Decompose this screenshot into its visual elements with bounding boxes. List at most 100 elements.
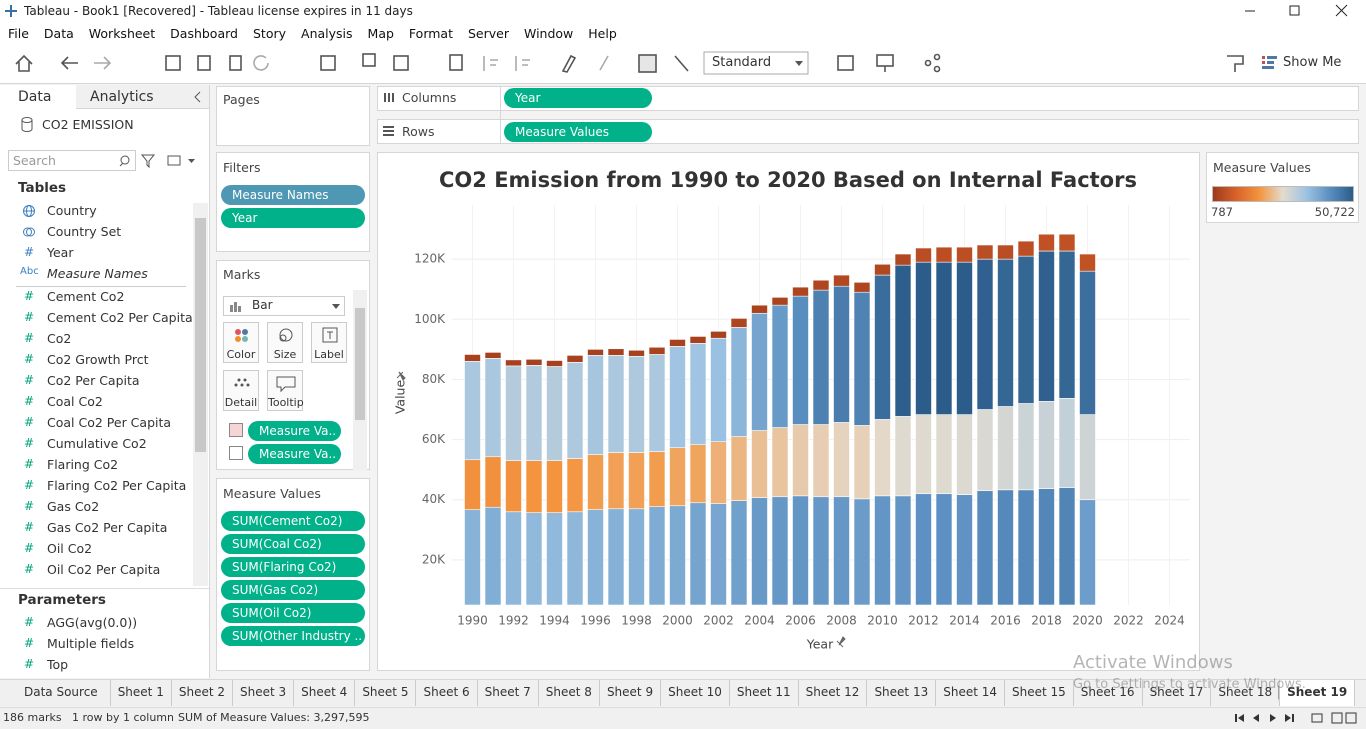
window-controls[interactable] [1236,0,1366,22]
menu-item[interactable]: Dashboard [170,26,238,41]
x-tick-label: 2018 [1031,614,1062,628]
sheet-tab[interactable]: Sheet 15 [1005,680,1074,706]
menu-item[interactable]: File [8,26,29,41]
sheet-tab-bar [0,679,1366,707]
x-tick-label: 2020 [1072,614,1103,628]
field[interactable]: Multiple fields [47,636,135,651]
field[interactable]: Flaring Co2 [47,457,119,472]
sheet-tab[interactable]: Sheet 19 [1280,680,1356,706]
mark-button[interactable]: Color [223,322,259,363]
field[interactable]: Co2 Per Capita [47,373,140,388]
sheet-tab[interactable]: Sheet 10 [661,680,730,706]
field[interactable]: Co2 Growth Prct [47,352,149,367]
menu-item[interactable]: Worksheet [88,26,156,41]
mark-button-icon [279,328,293,342]
scrollbar-thumb[interactable] [195,218,206,452]
field[interactable]: Country [47,203,97,218]
field[interactable]: Cement Co2 [47,289,125,304]
marks-pill[interactable]: Measure Va.. [248,421,341,441]
menu-item[interactable]: Analysis [301,26,353,41]
mark-type-dropdown[interactable] [223,296,345,316]
data-source-tab[interactable]: Data Source [0,680,111,706]
sheet-tab[interactable]: Sheet 18 [1211,680,1281,706]
menu-item[interactable]: Help [588,26,617,41]
field[interactable]: AGG(avg(0.0)) [47,615,138,630]
sheet-tab[interactable]: Sheet 16 [1074,680,1143,706]
sheet-tab[interactable]: Sheet 3 [233,680,295,706]
mark-button[interactable]: Tooltip [267,370,304,411]
search-tools[interactable] [118,153,198,169]
mark-button[interactable]: Detail [223,370,259,411]
sheet-tab[interactable]: Sheet 7 [478,680,539,706]
sheet-tab[interactable]: Sheet 8 [539,680,600,706]
measure-value-pill[interactable]: SUM(Flaring Co2) [221,557,365,577]
mark-button[interactable]: Label [311,322,347,363]
field[interactable]: Oil Co2 [47,541,93,556]
measure-value-pill[interactable]: SUM(Gas Co2) [221,580,365,600]
field[interactable]: Gas Co2 [47,499,100,514]
menu-item[interactable]: Server [467,26,509,41]
mark-type[interactable]: Bar [252,298,273,312]
y-tick-label: 60K [422,432,446,446]
marks-pill[interactable]: Measure Va.. [248,444,341,464]
bar-segment [771,304,789,428]
sheet-tab[interactable]: Sheet 2 [172,680,233,706]
menu-item[interactable]: Story [252,26,287,41]
measure-value-pill[interactable]: SUM(Oil Co2) [221,603,365,623]
bar-segment [525,365,543,461]
marks-pill-icon [229,446,243,460]
collapse-icon[interactable] [192,90,204,104]
sheet-tab[interactable]: Sheet 6 [416,680,478,706]
x-tick-label: 2014 [949,614,980,628]
menu-item[interactable]: Map [367,26,394,41]
x-tick-label: 2000 [662,614,693,628]
field[interactable]: Top [47,657,69,672]
field[interactable]: Cumulative Co2 [47,436,147,451]
measure-value-pill[interactable]: SUM(Other Industry .. [221,626,365,646]
field[interactable]: Country Set [47,224,122,239]
data-tab[interactable]: Data [18,89,52,105]
measure-value-pill[interactable]: SUM(Cement Co2) [221,511,365,531]
columns-pill[interactable]: Year [504,88,652,108]
field[interactable]: Co2 [47,331,72,346]
menu-item[interactable]: Window [523,26,574,41]
sheet-tab[interactable]: Sheet 17 [1143,680,1212,706]
sheet-tab[interactable]: Sheet 9 [600,680,662,706]
bar-segment [997,406,1014,491]
rows-pill[interactable]: Measure Values [504,122,652,142]
field-type: # [24,310,35,324]
field[interactable]: Year [47,245,74,260]
field[interactable]: Coal Co2 [47,394,103,409]
sheet-tab[interactable]: Sheet 12 [799,680,868,706]
mark-button[interactable]: Size [267,322,303,363]
view-mode[interactable]: Standard [712,55,772,70]
dropdown-arrow [332,304,340,309]
field[interactable]: Gas Co2 Per Capita [47,520,168,535]
filter-pill[interactable]: Year [221,208,365,228]
y-tick-label: 100K [414,312,446,326]
shelf-icons [383,93,394,136]
sheet-tab[interactable]: Sheet 13 [867,680,937,706]
menu-item[interactable]: Data [43,26,74,41]
menu-item[interactable]: Format [408,26,453,41]
sheet-tab[interactable]: Sheet 1 [111,680,172,706]
sheet-tab[interactable]: Sheet 11 [730,680,799,706]
show-me[interactable]: Show Me [1283,55,1342,70]
sheet-tab[interactable]: Sheet 4 [294,680,356,706]
nav-controls[interactable] [1232,711,1362,725]
sheet-tab[interactable]: Sheet 14 [936,680,1005,706]
filter-pill[interactable]: Measure Names [221,185,365,205]
bar-segment [546,460,563,513]
measure-value-pill[interactable]: SUM(Coal Co2) [221,534,365,554]
analytics-tab[interactable]: Analytics [90,89,154,105]
bar-segment [648,346,666,355]
field[interactable]: Cement Co2 Per Capita [47,310,193,325]
sheet-tab[interactable]: Sheet 5 [355,680,417,706]
field[interactable]: Oil Co2 Per Capita [47,562,161,577]
marks-scrollbar-thumb[interactable] [355,308,365,420]
field[interactable]: Flaring Co2 Per Capita [47,478,187,493]
field[interactable]: Coal Co2 Per Capita [47,415,172,430]
search-box[interactable] [8,150,136,171]
field[interactable]: Measure Names [47,266,148,281]
